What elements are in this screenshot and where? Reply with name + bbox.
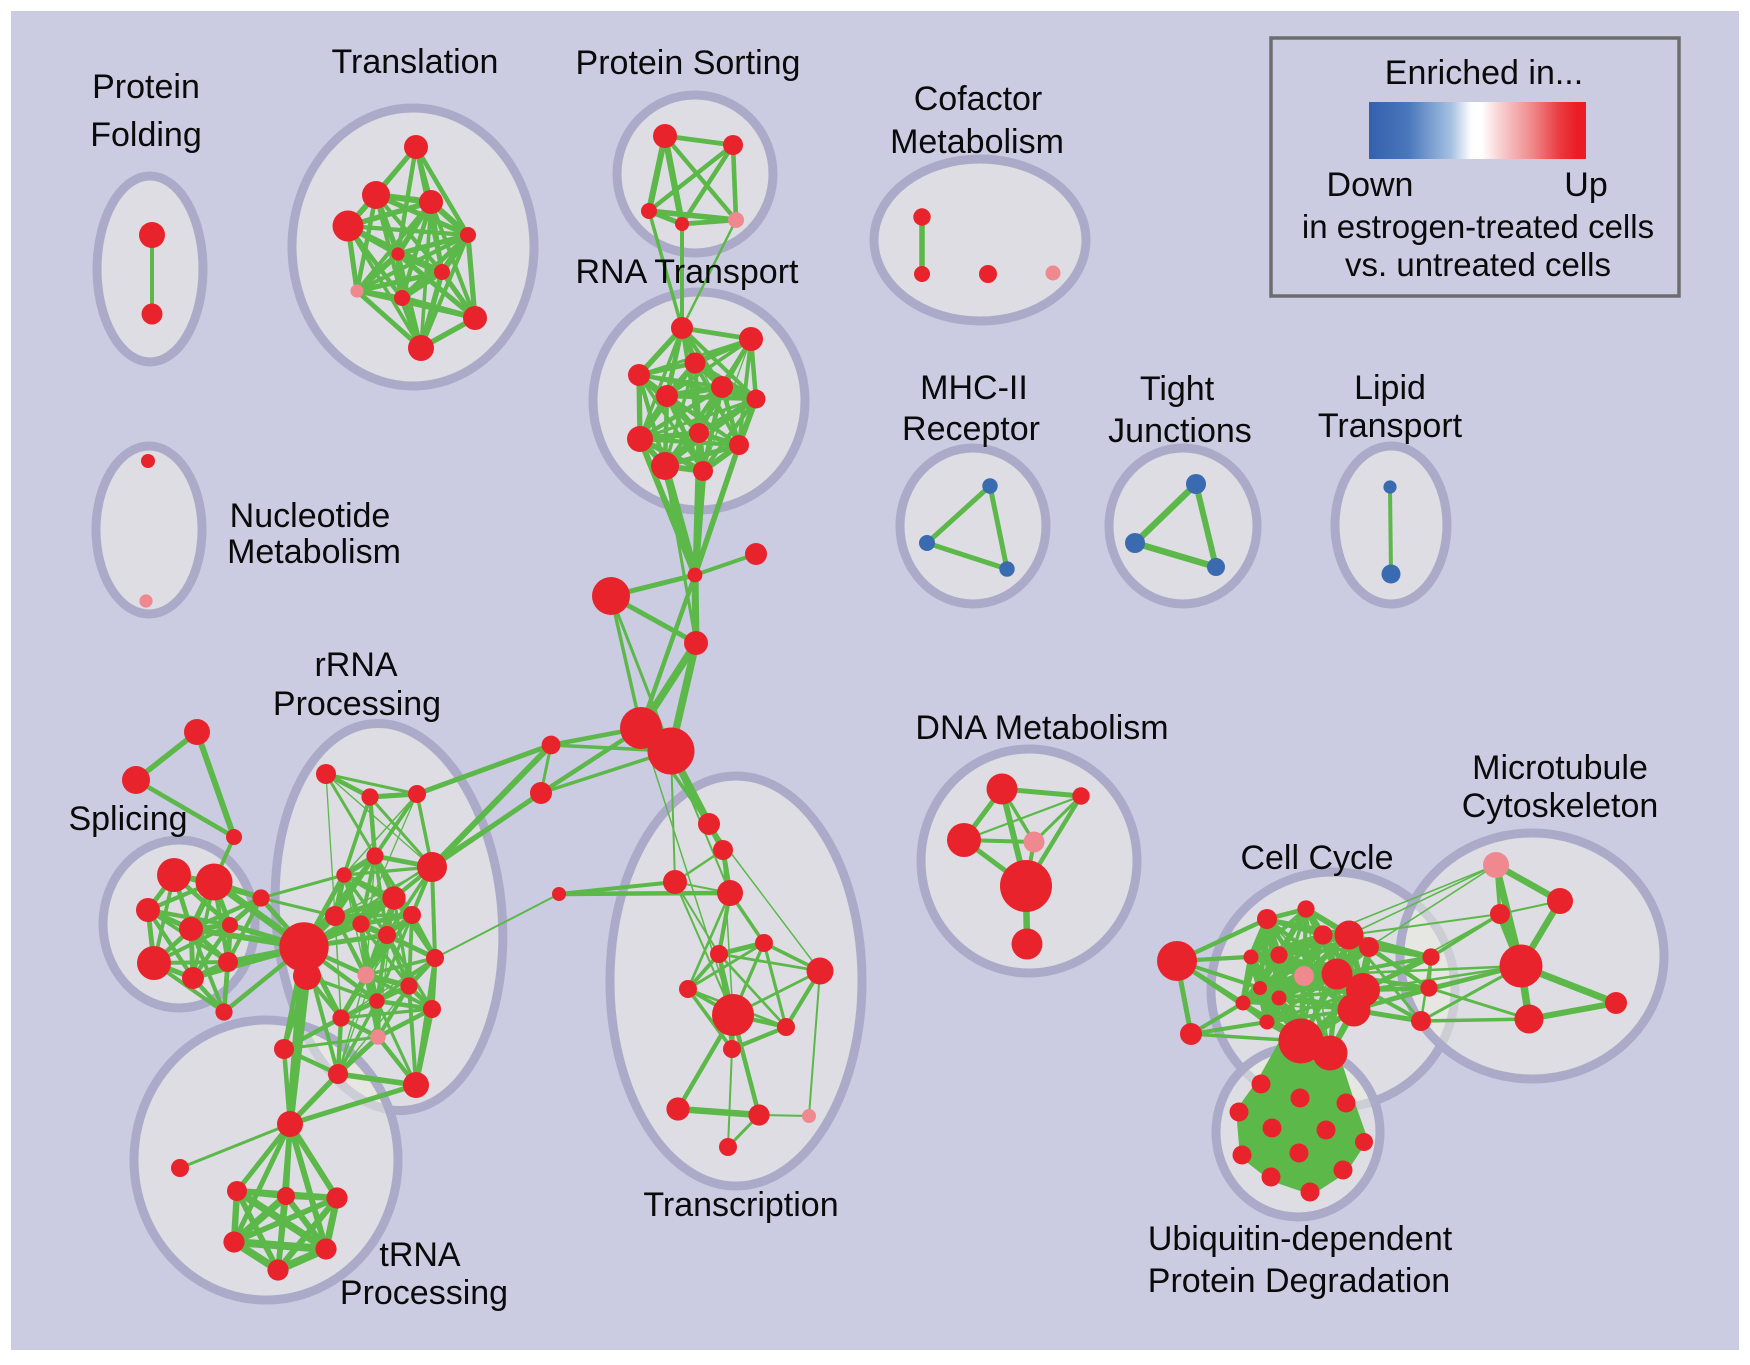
svg-text:Metabolism: Metabolism (890, 123, 1064, 161)
svg-text:Microtubule: Microtubule (1472, 749, 1648, 787)
svg-text:Ubiquitin-dependent: Ubiquitin-dependent (1148, 1220, 1453, 1258)
svg-text:Splicing: Splicing (68, 800, 187, 838)
svg-text:Receptor: Receptor (902, 410, 1040, 448)
svg-text:Transport: Transport (1318, 407, 1463, 445)
svg-text:Cofactor: Cofactor (914, 80, 1043, 118)
svg-text:Enriched in...: Enriched in... (1385, 54, 1583, 92)
svg-text:rRNA: rRNA (314, 646, 397, 684)
svg-text:Metabolism: Metabolism (227, 533, 401, 571)
svg-text:DNA Metabolism: DNA Metabolism (915, 709, 1168, 747)
svg-text:Protein: Protein (92, 68, 200, 106)
svg-text:in estrogen-treated cells: in estrogen-treated cells (1302, 208, 1654, 245)
svg-text:MHC-II: MHC-II (920, 369, 1028, 407)
svg-text:RNA Transport: RNA Transport (576, 253, 800, 291)
svg-text:Cell Cycle: Cell Cycle (1240, 839, 1393, 877)
svg-text:Junctions: Junctions (1108, 412, 1252, 450)
svg-text:Protein Sorting: Protein Sorting (576, 44, 801, 82)
svg-text:Folding: Folding (90, 116, 202, 154)
svg-text:Nucleotide: Nucleotide (230, 497, 391, 535)
svg-text:Down: Down (1327, 166, 1414, 204)
svg-text:vs. untreated cells: vs. untreated cells (1345, 246, 1611, 283)
svg-text:Cytoskeleton: Cytoskeleton (1462, 787, 1659, 825)
svg-text:Processing: Processing (340, 1274, 508, 1312)
svg-text:Lipid: Lipid (1354, 369, 1426, 407)
svg-text:Tight: Tight (1140, 370, 1215, 408)
svg-text:tRNA: tRNA (379, 1236, 461, 1274)
svg-text:Transcription: Transcription (643, 1186, 838, 1224)
svg-text:Up: Up (1564, 166, 1607, 204)
svg-text:Protein Degradation: Protein Degradation (1148, 1262, 1450, 1300)
svg-text:Processing: Processing (273, 685, 441, 723)
svg-text:Translation: Translation (332, 43, 499, 81)
